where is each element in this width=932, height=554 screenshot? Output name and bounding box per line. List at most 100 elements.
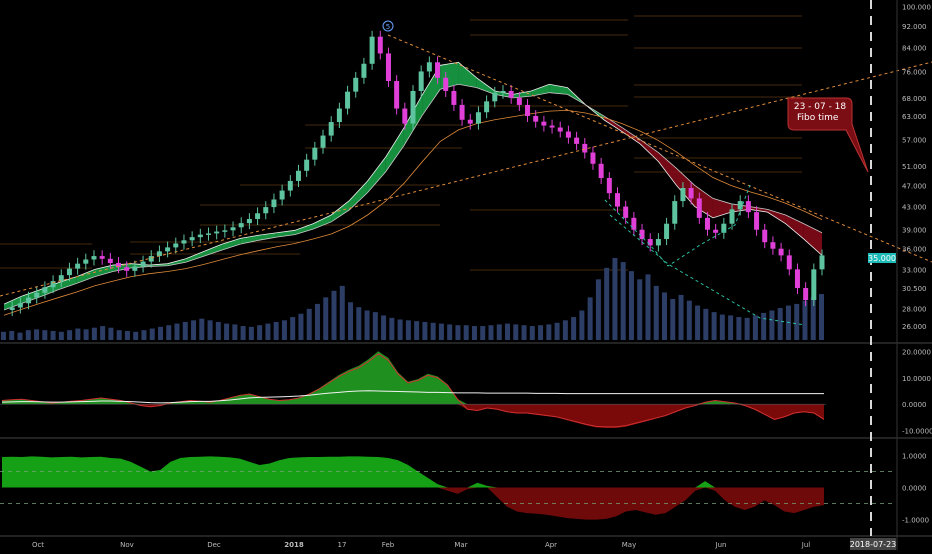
fibo-time-annotation[interactable]: 23 - 07 - 18 Fibo time — [787, 97, 869, 173]
candle-body — [819, 255, 825, 270]
volume-bar — [455, 325, 461, 340]
oscillator-area-negative — [2, 487, 824, 520]
price-axis[interactable]: 100.000 92.000 84.000 76.000 68.000 63.000 57.… — [902, 3, 931, 331]
volume-bar — [620, 262, 626, 340]
candle-body — [9, 307, 15, 311]
candle-body — [295, 170, 301, 181]
candle-body — [655, 239, 661, 246]
candle-body — [214, 231, 220, 234]
candle-body — [704, 217, 710, 230]
macd-tick-label: -10.0000 — [902, 428, 932, 436]
candle-body — [181, 240, 187, 244]
volume-bar — [191, 320, 197, 340]
candle-body — [435, 62, 441, 78]
cloud-segment — [785, 214, 804, 240]
current-price-tag — [868, 253, 896, 263]
cloud-segment — [658, 152, 677, 186]
channel-lower[interactable] — [609, 214, 806, 326]
candle-body — [696, 198, 702, 218]
volume-bar — [257, 325, 263, 340]
wave-label: 5 — [386, 23, 390, 31]
volume-bar — [695, 305, 701, 340]
volume-bar — [505, 323, 511, 340]
cloud-segment — [94, 265, 114, 277]
candle-body — [17, 303, 23, 308]
volume-bar — [496, 324, 502, 340]
price-tick-label: 68.000 — [902, 95, 927, 103]
time-marker-label-bg — [850, 538, 896, 550]
volume-bar — [199, 318, 205, 340]
candle-body — [745, 201, 751, 213]
volume-bar — [711, 312, 717, 340]
volume-bar — [389, 317, 395, 340]
volume-bar — [422, 321, 428, 340]
cloud-segment — [749, 206, 768, 213]
volume-bar — [273, 321, 279, 340]
support-trendline[interactable] — [0, 61, 932, 297]
candle-body — [58, 275, 64, 282]
candle-body — [394, 81, 400, 109]
volume-bar — [75, 328, 81, 340]
volume-bar — [719, 314, 725, 340]
time-axis[interactable]: Oct Nov Dec 2018 17 Feb Mar Apr May Jun Jul — [32, 541, 810, 549]
time-tick-label: 2018 — [284, 541, 304, 549]
price-tick-label: 47.000 — [902, 182, 927, 190]
candle-body — [459, 104, 465, 120]
volume-bar — [529, 326, 535, 340]
annotation-label: Fibo time — [797, 113, 839, 123]
oscillator-axis[interactable]: 1.0000 0.0000 -1.0000 — [902, 452, 929, 524]
cloud-segment — [349, 180, 368, 210]
volume-bar — [405, 320, 411, 340]
volume-bar — [752, 315, 758, 340]
macd-axis[interactable]: 20.0000 10.0000 0.0000 -10.0000 — [902, 348, 932, 435]
volume-bar — [802, 300, 808, 340]
macd-tick-label: 20.0000 — [902, 348, 931, 356]
candle-body — [516, 97, 522, 105]
time-tick-label: Jul — [801, 541, 811, 549]
candle-body — [361, 63, 367, 78]
wave-label-circle[interactable] — [382, 20, 394, 32]
oscillator-area-positive — [2, 456, 824, 488]
time-tick-label: Apr — [545, 541, 557, 549]
candle-body — [107, 258, 113, 263]
candle-body — [345, 91, 351, 109]
volume-bar — [571, 317, 577, 340]
candle-body — [492, 92, 498, 102]
candle-body — [116, 262, 122, 268]
volume-bar — [794, 303, 800, 340]
candle-body — [75, 263, 81, 269]
annotation-date: 23 - 07 - 18 — [794, 102, 847, 112]
channel-upper[interactable] — [604, 184, 751, 267]
oscillator-pane — [0, 456, 896, 520]
candle-body — [320, 135, 326, 148]
time-tick-label: Jun — [715, 541, 727, 549]
candle-body — [484, 101, 490, 113]
candle-body — [721, 223, 727, 233]
cloud-segment — [4, 295, 23, 311]
candle-body — [500, 90, 506, 93]
macd-pane — [0, 351, 826, 429]
volume-bar — [637, 279, 643, 340]
time-tick-label: Nov — [120, 541, 134, 549]
volume-bar — [348, 302, 354, 340]
resistance-trendline[interactable] — [387, 34, 932, 263]
candle-body — [762, 229, 768, 243]
price-tick-label: 33.000 — [902, 266, 927, 274]
volume-bar — [91, 327, 97, 340]
volume-bar — [157, 326, 163, 340]
volume-bar — [538, 325, 544, 340]
volume-bar — [653, 285, 659, 340]
volume-bar — [628, 271, 634, 340]
candle-body — [582, 143, 588, 153]
current-price-label: 35.000 — [868, 254, 896, 263]
time-tick-label: Oct — [32, 541, 44, 549]
volume-bar — [58, 331, 64, 340]
volume-bar — [339, 285, 345, 340]
moving-average-line — [3, 83, 823, 311]
volume-bar — [604, 267, 610, 340]
candle-body — [312, 147, 318, 160]
cloud-segment — [313, 214, 332, 230]
volume-bar — [744, 317, 750, 340]
